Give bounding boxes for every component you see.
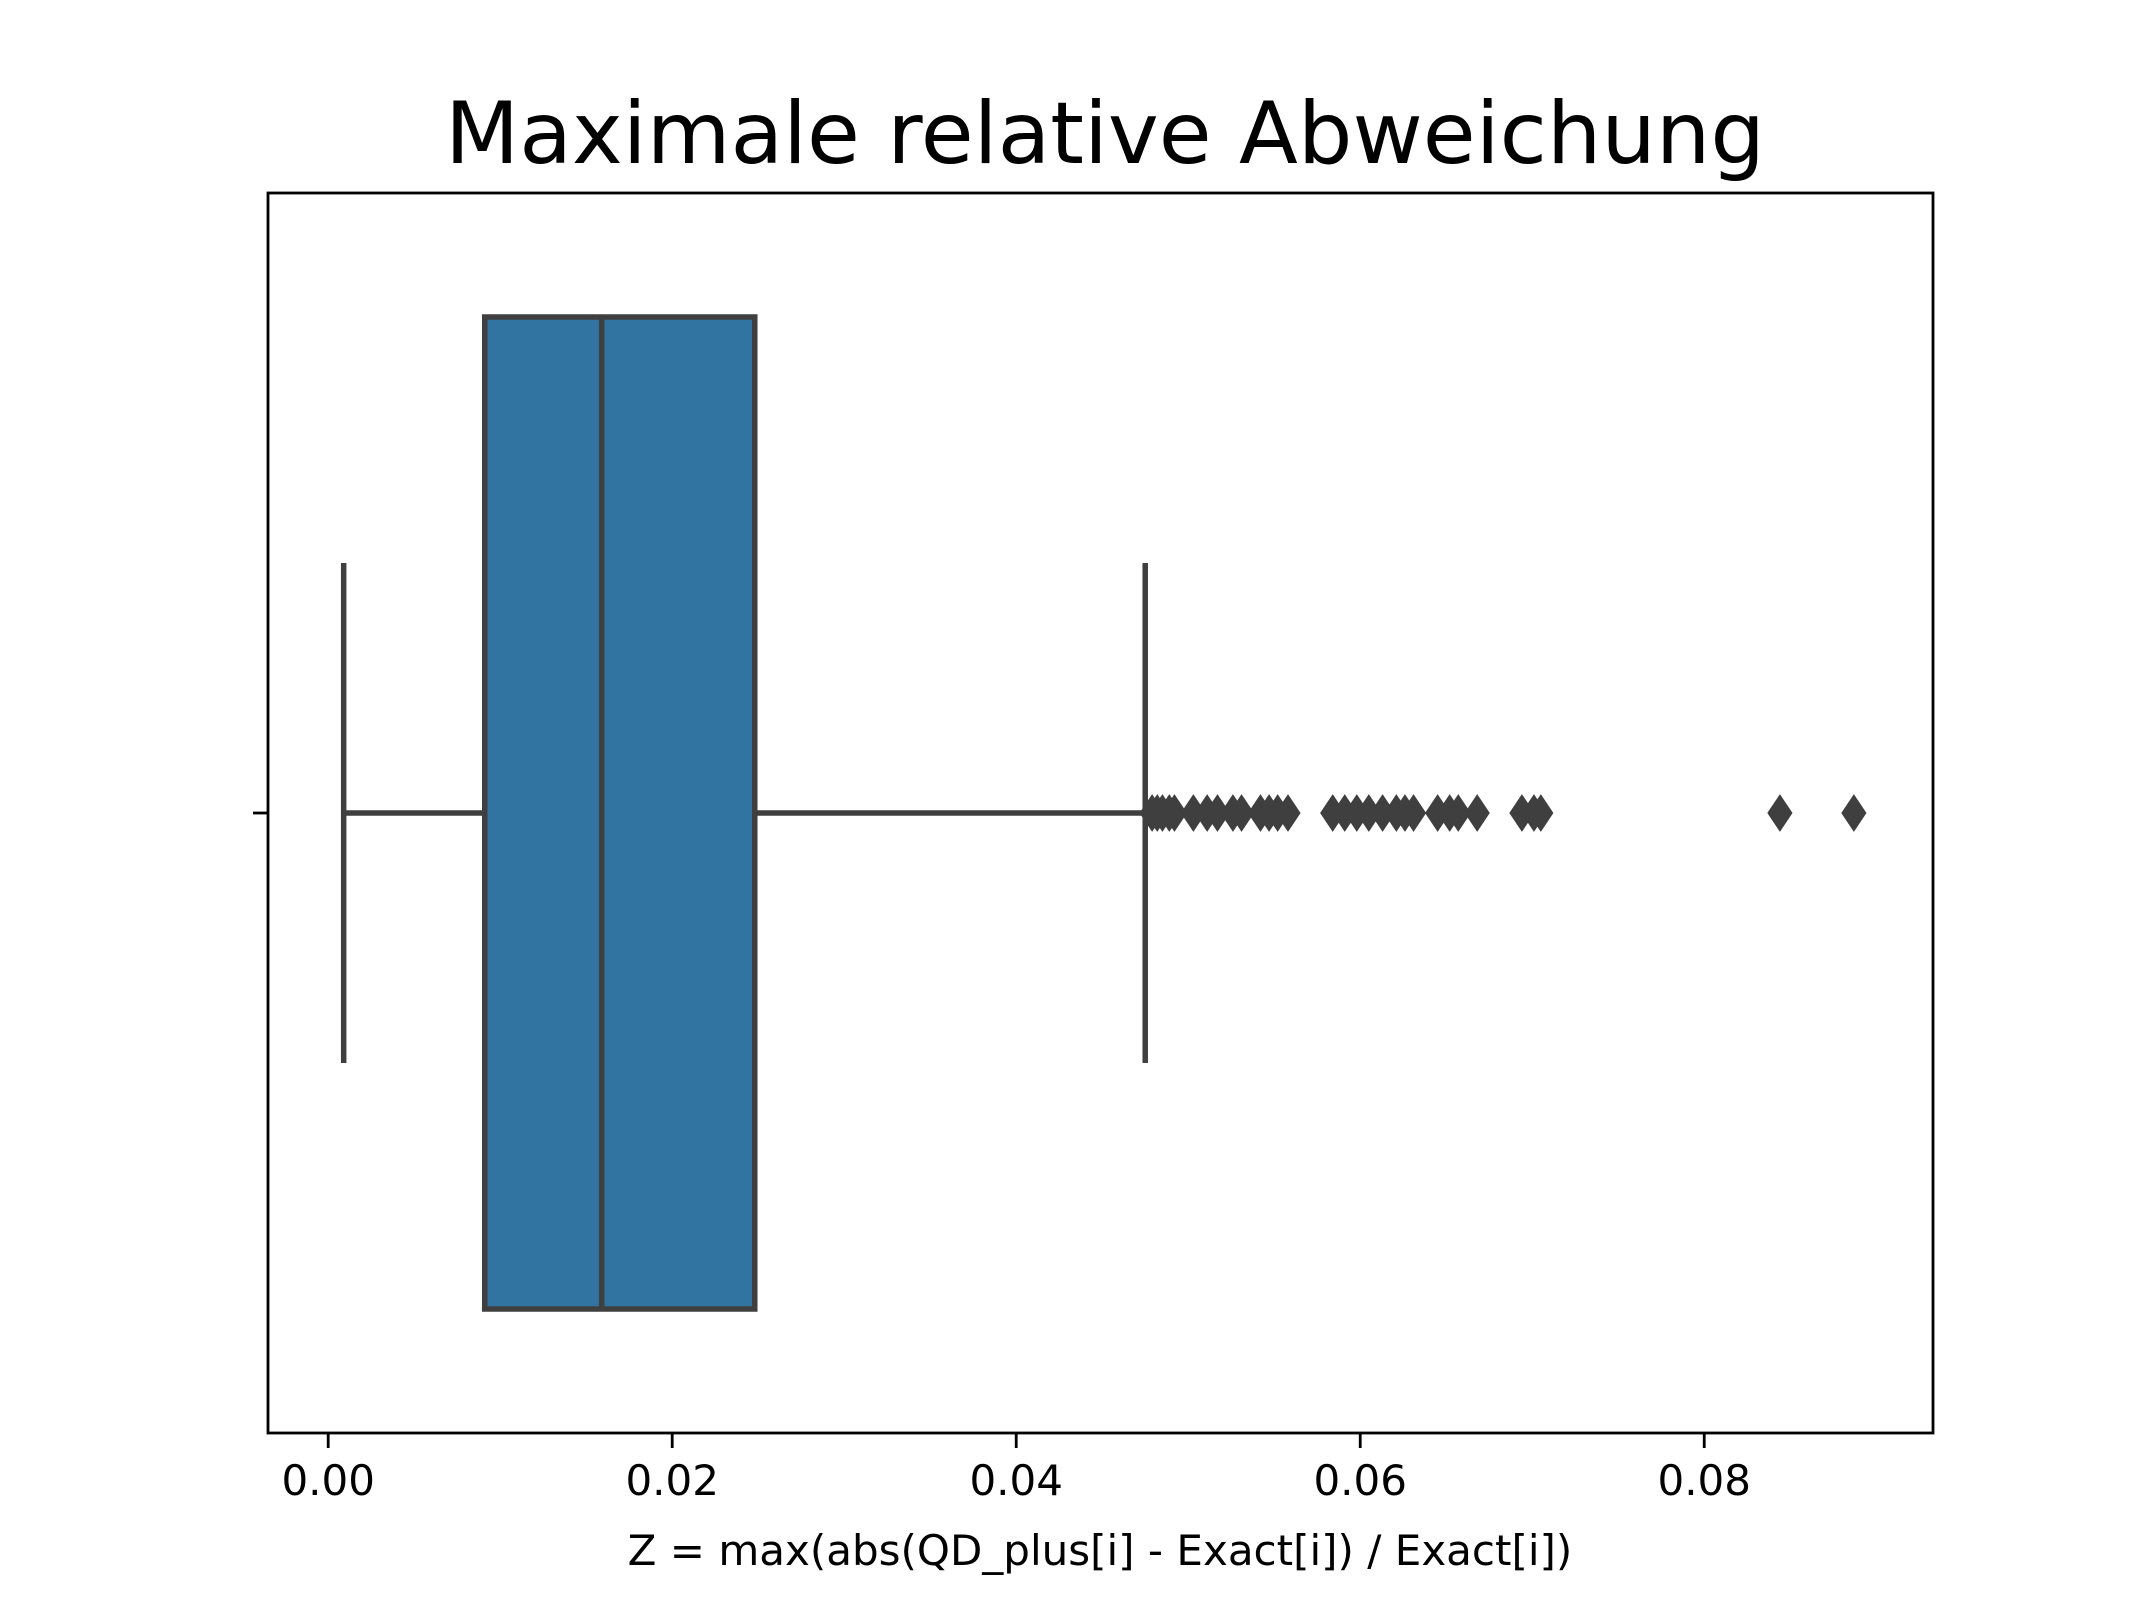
outlier-point [1161, 794, 1188, 832]
plot-area [340, 314, 1867, 1312]
outlier-point [1228, 794, 1255, 832]
iqr-box [481, 314, 758, 1312]
x-tick-label: 0.04 [969, 1456, 1063, 1505]
outlier-point [1464, 794, 1490, 832]
x-tick-label: 0.00 [281, 1456, 375, 1505]
outlier-point [1528, 794, 1554, 832]
x-tick-label: 0.02 [625, 1456, 719, 1505]
outlier-point [1275, 794, 1301, 832]
outlier-point [1841, 794, 1867, 832]
outlier-point [1400, 794, 1427, 832]
chart-title: Maximale relative Abweichung [445, 84, 1765, 184]
x-axis-ticks: 0.00 0.02 0.04 0.06 0.08 [281, 1433, 1751, 1505]
outlier-point [1767, 794, 1793, 832]
x-tick-label: 0.08 [1657, 1456, 1751, 1505]
x-axis-label: Z = max(abs(QD_plus[i] - Exact[i]) / Exa… [628, 1526, 1573, 1575]
outlier-point [1445, 794, 1471, 832]
x-tick-label: 0.06 [1313, 1456, 1407, 1505]
